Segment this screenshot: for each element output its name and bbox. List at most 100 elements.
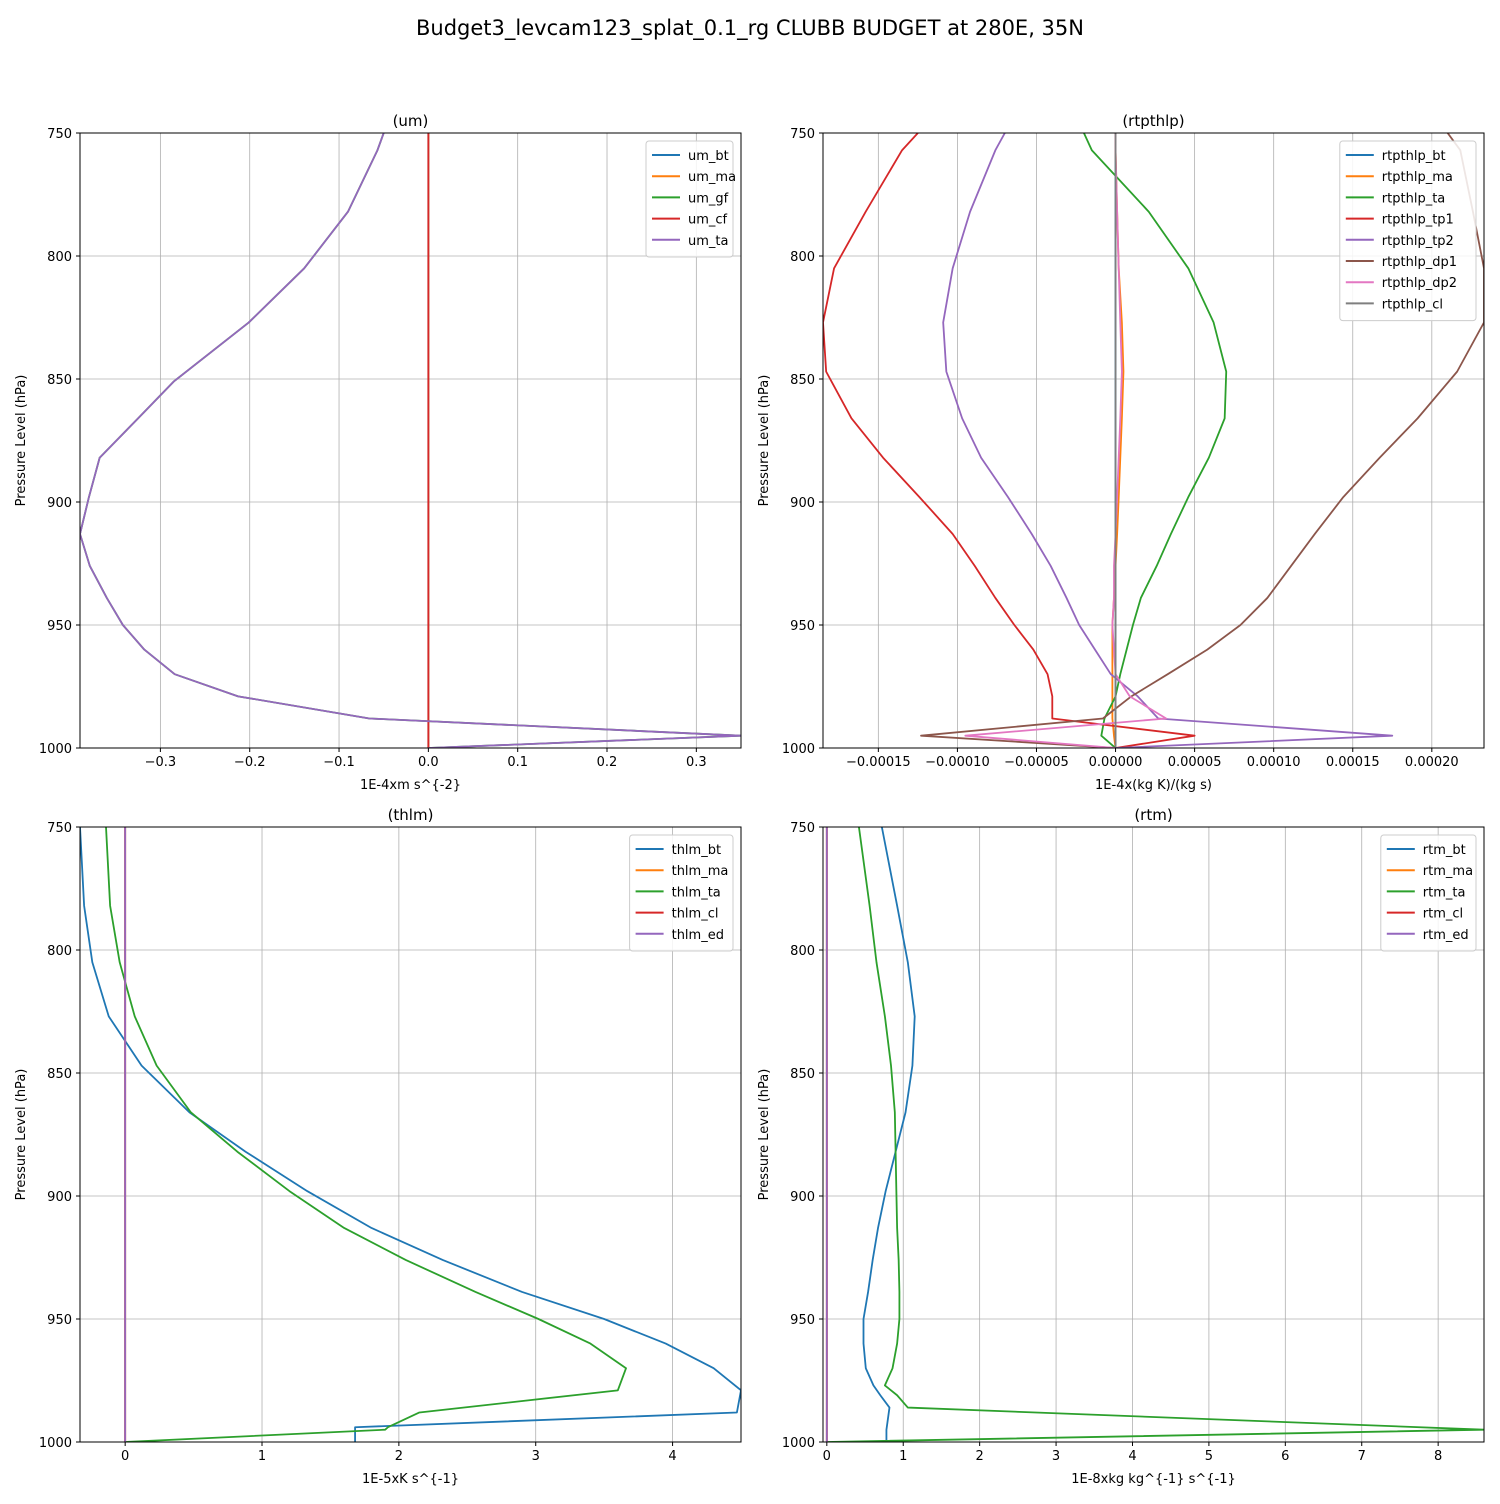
legend-label: um_gf [688,191,729,206]
x-tick-label: 0.00015 [1326,755,1380,770]
panel-title: (rtm) [1134,806,1172,824]
y-tick-label: 750 [47,127,72,142]
panel-2: −0.00015 −0.00010 −0.00005 0.00000 0.00005 0.… [757,112,1485,793]
x-tick-label: 2 [395,1449,403,1464]
x-tick-label: 4 [1128,1449,1136,1464]
panel-title: (thlm) [388,806,434,824]
legend-label: rtpthlp_cl [1382,297,1443,312]
x-tick-label: 6 [1281,1449,1289,1464]
y-tick-label: 950 [790,1313,815,1328]
legend-label: rtm_ta [1423,885,1466,900]
legend-label: rtpthlp_ta [1382,191,1445,206]
x-tick-label: −0.00010 [925,755,990,770]
x-tick-label: 0 [121,1449,129,1464]
legend-label: rtm_ed [1423,928,1469,943]
panel-4: 0 1 2 3 4 5 6 7 8 750 800 850 900 950 1000 (rtm) 1E-8xkg… [757,806,1485,1487]
y-tick-label: 850 [790,373,815,388]
axes-frame [822,826,1485,1443]
y-tick-label: 800 [47,944,72,959]
legend-label: thlm_ed [672,928,724,943]
series-group [823,133,1484,748]
legend-label: um_ma [688,170,736,185]
series-group [825,827,1484,1442]
x-tick-label: 1 [899,1449,907,1464]
x-tick-label: 8 [1434,1449,1442,1464]
x-tick-label: 0.0 [418,755,439,770]
x-axis-label: 1E-5xK s^{-1} [362,1472,459,1487]
axes-frame [79,826,742,1443]
legend-label: thlm_bt [672,843,721,858]
x-tick-label: 2 [976,1449,984,1464]
figure-title: Budget3_levcam123_splat_0.1_rg CLUBB BUD… [416,16,1084,40]
legend-label: rtm_ma [1423,864,1473,879]
x-tick-label: 4 [668,1449,676,1464]
y-axis-label: Pressure Level (hPa) [14,1069,29,1201]
legend-label: rtm_cl [1423,907,1463,922]
axes-frame [79,132,742,749]
y-tick-label: 950 [47,1313,72,1328]
x-axis-label: 1E-8xkg kg^{-1} s^{-1} [1071,1472,1236,1487]
panel-1: −0.3 −0.2 −0.1 0.0 0.1 0.2 0.3 750 800 850 900 950 1… [14,112,742,793]
y-tick-label: 950 [790,619,815,634]
x-tick-label: 0.00000 [1089,755,1143,770]
x-tick-label: −0.1 [323,755,355,770]
series-line-um_ta [80,133,741,748]
axes-frame [822,132,1485,749]
y-axis-label: Pressure Level (hPa) [757,1069,772,1201]
y-axis-label: Pressure Level (hPa) [757,375,772,507]
panel-title: (rtpthlp) [1122,112,1184,130]
y-tick-label: 1000 [39,1436,72,1451]
series-group [80,827,741,1442]
y-tick-label: 850 [47,373,72,388]
y-tick-label: 900 [47,1190,72,1205]
legend: rtpthlp_bt rtpthlp_ma rtpthlp_ta rtpthlp_tp… [1339,140,1477,322]
series-line-thlm_ta [105,827,627,1442]
panel-title: (um) [393,112,429,130]
y-tick-label: 900 [790,496,815,511]
series-line-rtm_bt [862,827,916,1442]
y-tick-label: 800 [790,944,815,959]
legend-label: rtm_bt [1423,843,1466,858]
y-tick-label: 750 [790,127,815,142]
legend-label: rtpthlp_ma [1382,170,1453,185]
plot-area [823,827,1484,1442]
x-tick-label: 0 [823,1449,831,1464]
y-tick-label: 950 [47,619,72,634]
legend-label: thlm_cl [672,907,719,922]
y-tick-label: 750 [790,821,815,836]
y-tick-label: 900 [790,1190,815,1205]
x-tick-label: 0.2 [597,755,618,770]
y-tick-label: 750 [47,821,72,836]
x-tick-label: −0.00015 [846,755,911,770]
series-line-rtpthlp_tp1 [823,133,1196,748]
legend: thlm_bt thlm_ma thlm_ta thlm_cl thlm_ed [629,834,734,952]
x-tick-label: 5 [1205,1449,1213,1464]
legend-label: um_cf [688,213,728,228]
x-tick-label: −0.2 [234,755,266,770]
legend: rtm_bt rtm_ma rtm_ta rtm_cl rtm_ed [1380,834,1477,952]
y-tick-label: 850 [790,1067,815,1082]
y-tick-label: 1000 [782,1436,815,1451]
legend-label: um_ta [688,234,728,249]
series-line-rtm_ta [826,827,1484,1442]
x-tick-label: 0.1 [507,755,528,770]
x-tick-label: 7 [1358,1449,1366,1464]
y-tick-label: 1000 [782,742,815,757]
y-tick-label: 900 [47,496,72,511]
x-tick-label: 0.00010 [1247,755,1301,770]
x-tick-label: −0.3 [145,755,177,770]
legend-label: rtpthlp_dp1 [1382,255,1457,270]
legend-label: thlm_ma [672,864,729,879]
legend-label: um_bt [688,149,729,164]
panel-3: 0 1 2 3 4 750 800 850 900 950 1000 (thlm) 1E-5xK s^{… [14,806,742,1487]
y-tick-label: 800 [47,250,72,265]
series-line-thlm_bt [80,827,741,1442]
x-axis-label: 1E-4x(kg K)/(kg s) [1095,778,1212,793]
x-tick-label: 3 [532,1449,540,1464]
legend-box [1339,140,1477,322]
legend-label: thlm_ta [672,885,721,900]
x-tick-label: 0.00020 [1405,755,1459,770]
x-tick-label: −0.00005 [1004,755,1069,770]
x-tick-label: 0.3 [686,755,707,770]
